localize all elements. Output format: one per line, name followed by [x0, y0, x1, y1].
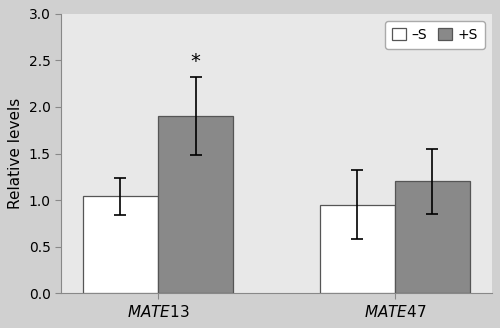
Bar: [158, 116, 234, 293]
Text: *: *: [191, 51, 200, 71]
Y-axis label: Relative levels: Relative levels: [8, 98, 24, 209]
Bar: [395, 181, 470, 293]
Bar: [83, 196, 158, 293]
Legend: –S, +S: –S, +S: [385, 21, 484, 49]
Bar: [320, 205, 395, 293]
